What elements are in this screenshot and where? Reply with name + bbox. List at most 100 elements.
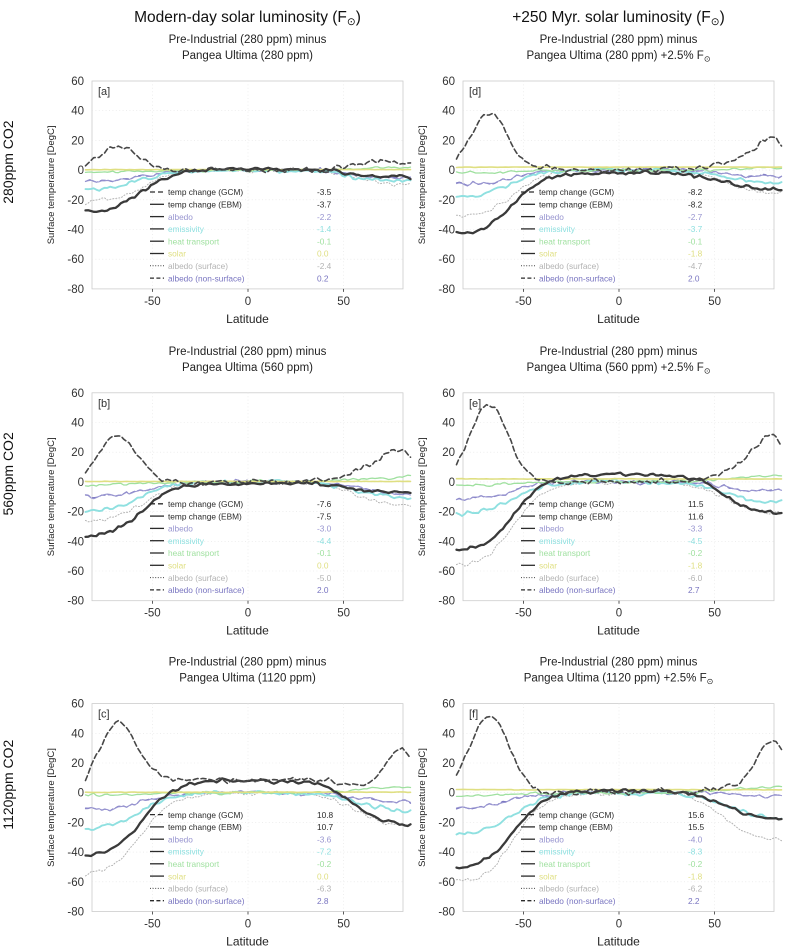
svg-text:2.2: 2.2	[688, 896, 700, 906]
svg-text:-3.7: -3.7	[688, 224, 703, 234]
svg-text:-3.0: -3.0	[317, 524, 332, 534]
svg-text:-60: -60	[438, 566, 455, 578]
svg-text:Surface temperature [DegC]: Surface temperature [DegC]	[417, 748, 428, 867]
svg-text:0: 0	[245, 608, 251, 620]
svg-text:Surface temperature [DegC]: Surface temperature [DegC]	[417, 125, 428, 244]
svg-text:[b]: [b]	[98, 398, 110, 410]
svg-text:-60: -60	[67, 877, 84, 889]
svg-text:-20: -20	[67, 195, 84, 207]
svg-text:-50: -50	[515, 919, 532, 931]
svg-text:0.0: 0.0	[317, 871, 329, 881]
svg-text:Latitude: Latitude	[597, 312, 640, 326]
svg-text:temp change (GCM): temp change (GCM)	[168, 499, 243, 509]
svg-text:solar: solar	[539, 561, 557, 571]
svg-text:40: 40	[71, 728, 84, 740]
svg-text:albedo (non-surface): albedo (non-surface)	[539, 273, 616, 283]
svg-text:0.2: 0.2	[317, 273, 329, 283]
svg-text:emissivity: emissivity	[539, 224, 576, 234]
svg-text:-7.5: -7.5	[317, 511, 332, 521]
svg-text:Surface temperature [DegC]: Surface temperature [DegC]	[46, 125, 57, 244]
svg-text:emissivity: emissivity	[168, 224, 205, 234]
svg-text:-20: -20	[438, 817, 455, 829]
svg-text:[c]: [c]	[98, 709, 110, 721]
svg-text:temp change (GCM): temp change (GCM)	[539, 187, 614, 197]
svg-text:-1.8: -1.8	[688, 249, 703, 259]
svg-text:Pre-Industrial (280 ppm) minus: Pre-Industrial (280 ppm) minus	[169, 657, 327, 669]
svg-text:temp change (EBM): temp change (EBM)	[168, 200, 242, 210]
svg-text:albedo (surface): albedo (surface)	[539, 261, 599, 271]
svg-text:[e]: [e]	[469, 398, 481, 410]
svg-text:0: 0	[449, 788, 455, 800]
svg-text:Pangea Ultima (1120 ppm) +2.5%: Pangea Ultima (1120 ppm) +2.5% F⊙	[524, 673, 714, 687]
svg-text:Pre-Industrial (280 ppm) minus: Pre-Industrial (280 ppm) minus	[540, 34, 698, 46]
svg-text:-3.6: -3.6	[317, 834, 332, 844]
svg-text:40: 40	[71, 106, 84, 118]
svg-text:60: 60	[442, 699, 455, 711]
svg-text:-1.8: -1.8	[688, 561, 703, 571]
svg-text:[f]: [f]	[469, 709, 478, 721]
svg-text:albedo (non-surface): albedo (non-surface)	[168, 585, 245, 595]
svg-text:albedo: albedo	[168, 212, 193, 222]
svg-text:heat transport: heat transport	[539, 859, 591, 869]
svg-text:40: 40	[442, 418, 455, 430]
svg-text:-20: -20	[67, 817, 84, 829]
svg-text:heat transport: heat transport	[539, 548, 591, 558]
svg-text:-60: -60	[67, 254, 84, 266]
svg-text:0: 0	[616, 608, 622, 620]
svg-text:Latitude: Latitude	[597, 935, 640, 947]
svg-text:-80: -80	[438, 284, 455, 296]
svg-text:20: 20	[442, 135, 455, 147]
svg-text:-6.0: -6.0	[688, 573, 703, 583]
svg-text:280ppm CO2: 280ppm CO2	[0, 120, 16, 203]
svg-text:40: 40	[71, 418, 84, 430]
svg-text:Latitude: Latitude	[226, 624, 269, 638]
svg-text:-4.7: -4.7	[688, 261, 703, 271]
svg-text:-0.2: -0.2	[317, 859, 332, 869]
svg-text:emissivity: emissivity	[539, 847, 576, 857]
svg-text:temp change (EBM): temp change (EBM)	[539, 511, 613, 521]
svg-text:-2.7: -2.7	[688, 212, 703, 222]
svg-text:-5.0: -5.0	[317, 573, 332, 583]
svg-text:0: 0	[245, 296, 251, 308]
svg-text:albedo (non-surface): albedo (non-surface)	[168, 896, 245, 906]
svg-text:temp change (GCM): temp change (GCM)	[168, 187, 243, 197]
svg-text:Pre-Industrial (280 ppm) minus: Pre-Industrial (280 ppm) minus	[169, 346, 327, 358]
svg-text:-0.1: -0.1	[317, 236, 332, 246]
svg-text:Latitude: Latitude	[226, 935, 269, 947]
svg-text:0: 0	[449, 477, 455, 489]
svg-text:11.5: 11.5	[688, 499, 704, 509]
svg-text:-80: -80	[438, 907, 455, 919]
svg-text:0: 0	[78, 165, 84, 177]
svg-text:-50: -50	[515, 296, 532, 308]
svg-text:-0.1: -0.1	[688, 236, 703, 246]
svg-text:albedo: albedo	[539, 212, 564, 222]
svg-text:50: 50	[708, 608, 721, 620]
svg-text:20: 20	[71, 758, 84, 770]
svg-text:60: 60	[442, 76, 455, 88]
svg-text:Pangea Ultima (560 ppm) +2.5%: Pangea Ultima (560 ppm) +2.5% F⊙	[526, 362, 710, 376]
svg-text:11.6: 11.6	[688, 511, 704, 521]
svg-text:50: 50	[337, 608, 350, 620]
svg-text:-40: -40	[438, 536, 455, 548]
svg-text:albedo (surface): albedo (surface)	[168, 884, 228, 894]
svg-text:40: 40	[442, 728, 455, 740]
svg-text:-40: -40	[67, 847, 84, 859]
svg-text:-4.4: -4.4	[317, 536, 332, 546]
svg-text:-3.3: -3.3	[688, 524, 703, 534]
svg-text:temp change (GCM): temp change (GCM)	[539, 499, 614, 509]
svg-text:Modern-day solar luminosity (F: Modern-day solar luminosity (F⊙)	[134, 9, 361, 28]
svg-text:temp change (EBM): temp change (EBM)	[168, 822, 242, 832]
svg-text:Surface temperature [DegC]: Surface temperature [DegC]	[417, 437, 428, 556]
svg-text:20: 20	[442, 758, 455, 770]
svg-text:-3.7: -3.7	[317, 200, 332, 210]
svg-text:-1.4: -1.4	[317, 224, 332, 234]
svg-text:-40: -40	[438, 225, 455, 237]
svg-text:-60: -60	[67, 566, 84, 578]
svg-text:60: 60	[71, 699, 84, 711]
svg-text:Latitude: Latitude	[226, 312, 269, 326]
svg-text:-7.6: -7.6	[317, 499, 332, 509]
svg-text:Pangea Ultima (280 ppm) +2.5%: Pangea Ultima (280 ppm) +2.5% F⊙	[526, 50, 710, 64]
svg-text:-8.2: -8.2	[688, 187, 703, 197]
svg-text:-3.5: -3.5	[317, 187, 332, 197]
svg-text:-0.2: -0.2	[688, 548, 703, 558]
